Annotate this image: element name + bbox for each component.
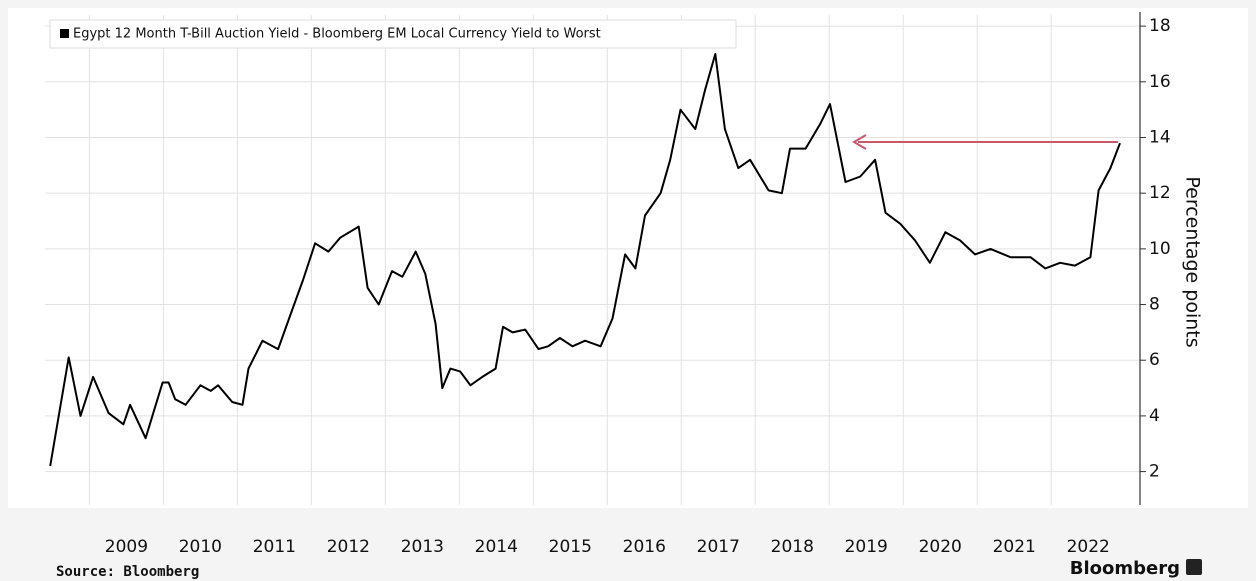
y-tick-label: 6	[1149, 350, 1160, 370]
y-tick-label: 2	[1149, 462, 1160, 482]
x-tick-label: 2012	[327, 537, 370, 557]
x-tick-label: 2011	[253, 537, 296, 557]
y-axis-title: Percentage points	[1182, 176, 1204, 347]
x-tick-label: 2017	[697, 537, 740, 557]
x-tick-label: 2013	[401, 537, 444, 557]
y-tick-label: 18	[1149, 16, 1171, 36]
y-tick-label: 8	[1149, 295, 1160, 315]
x-tick-label: 2009	[105, 537, 148, 557]
arrow-head	[852, 134, 867, 150]
brand-icon	[1186, 559, 1202, 575]
x-tick-label: 2015	[549, 537, 592, 557]
line-series	[49, 53, 1121, 467]
x-tick-label: 2022	[1067, 537, 1110, 557]
y-tick-label: 12	[1149, 183, 1171, 203]
annotation-arrow	[852, 134, 1118, 150]
source: Source: Bloomberg	[56, 564, 199, 580]
y-tick-label: 16	[1149, 72, 1171, 92]
x-tick-label: 2010	[179, 537, 222, 557]
x-tick-label: 2018	[771, 537, 814, 557]
x-tick-label: 2016	[623, 537, 666, 557]
legend-box	[49, 19, 737, 49]
y-tick-label: 14	[1149, 128, 1171, 148]
legend-label: Egypt 12 Month T-Bill Auction Yield - Bl…	[73, 27, 601, 42]
y-tick-label: 10	[1149, 239, 1171, 259]
x-tick-label: 2021	[993, 537, 1036, 557]
legend-swatch	[60, 29, 69, 38]
brand: Bloomberg	[1070, 558, 1180, 579]
x-tick-label: 2019	[845, 537, 888, 557]
y-tick-label: 4	[1149, 406, 1160, 426]
x-tick-label: 2020	[919, 537, 962, 557]
x-tick-label: 2014	[475, 537, 518, 557]
grid	[45, 15, 1140, 505]
